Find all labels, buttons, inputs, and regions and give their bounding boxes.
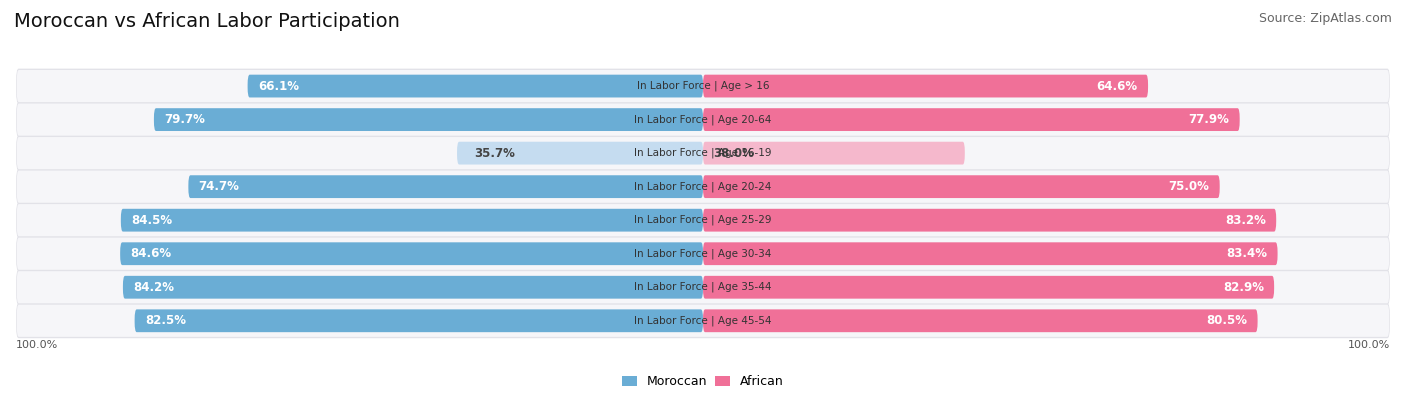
Text: 80.5%: 80.5%	[1206, 314, 1247, 327]
FancyBboxPatch shape	[703, 242, 1278, 265]
FancyBboxPatch shape	[703, 309, 1257, 332]
FancyBboxPatch shape	[17, 305, 1389, 337]
FancyBboxPatch shape	[121, 209, 703, 231]
FancyBboxPatch shape	[703, 108, 1240, 131]
FancyBboxPatch shape	[122, 276, 703, 299]
Text: 100.0%: 100.0%	[15, 340, 59, 350]
Text: 84.2%: 84.2%	[134, 281, 174, 294]
FancyBboxPatch shape	[17, 271, 1389, 303]
Text: 35.7%: 35.7%	[474, 147, 515, 160]
FancyBboxPatch shape	[153, 108, 703, 131]
Text: 75.0%: 75.0%	[1168, 180, 1209, 193]
FancyBboxPatch shape	[15, 136, 1391, 171]
Text: 66.1%: 66.1%	[257, 79, 299, 92]
FancyBboxPatch shape	[17, 70, 1389, 102]
Text: In Labor Force | Age 30-34: In Labor Force | Age 30-34	[634, 248, 772, 259]
Text: In Labor Force | Age 20-64: In Labor Force | Age 20-64	[634, 114, 772, 125]
FancyBboxPatch shape	[703, 142, 965, 165]
Text: Moroccan vs African Labor Participation: Moroccan vs African Labor Participation	[14, 12, 399, 31]
FancyBboxPatch shape	[120, 242, 703, 265]
Text: 74.7%: 74.7%	[198, 180, 239, 193]
Text: 82.5%: 82.5%	[145, 314, 186, 327]
FancyBboxPatch shape	[15, 102, 1391, 137]
Text: In Labor Force | Age 25-29: In Labor Force | Age 25-29	[634, 215, 772, 226]
Text: 84.5%: 84.5%	[131, 214, 173, 227]
Text: 82.9%: 82.9%	[1223, 281, 1264, 294]
FancyBboxPatch shape	[135, 309, 703, 332]
FancyBboxPatch shape	[17, 238, 1389, 270]
FancyBboxPatch shape	[15, 169, 1391, 204]
FancyBboxPatch shape	[15, 270, 1391, 305]
FancyBboxPatch shape	[17, 171, 1389, 203]
FancyBboxPatch shape	[15, 203, 1391, 238]
FancyBboxPatch shape	[703, 276, 1274, 299]
FancyBboxPatch shape	[15, 236, 1391, 271]
Text: In Labor Force | Age 35-44: In Labor Force | Age 35-44	[634, 282, 772, 293]
Text: In Labor Force | Age 16-19: In Labor Force | Age 16-19	[634, 148, 772, 158]
FancyBboxPatch shape	[703, 209, 1277, 231]
FancyBboxPatch shape	[17, 103, 1389, 136]
FancyBboxPatch shape	[17, 137, 1389, 169]
Text: 38.0%: 38.0%	[713, 147, 754, 160]
Text: 83.4%: 83.4%	[1226, 247, 1267, 260]
Text: 79.7%: 79.7%	[165, 113, 205, 126]
Text: In Labor Force | Age 45-54: In Labor Force | Age 45-54	[634, 316, 772, 326]
Text: 84.6%: 84.6%	[131, 247, 172, 260]
Text: 64.6%: 64.6%	[1097, 79, 1137, 92]
Text: Source: ZipAtlas.com: Source: ZipAtlas.com	[1258, 12, 1392, 25]
Legend: Moroccan, African: Moroccan, African	[617, 370, 789, 393]
FancyBboxPatch shape	[457, 142, 703, 165]
FancyBboxPatch shape	[15, 69, 1391, 103]
Text: 77.9%: 77.9%	[1188, 113, 1229, 126]
FancyBboxPatch shape	[15, 303, 1391, 338]
FancyBboxPatch shape	[188, 175, 703, 198]
FancyBboxPatch shape	[17, 204, 1389, 236]
Text: In Labor Force | Age 20-24: In Labor Force | Age 20-24	[634, 181, 772, 192]
Text: 100.0%: 100.0%	[1347, 340, 1391, 350]
FancyBboxPatch shape	[703, 75, 1149, 98]
Text: 83.2%: 83.2%	[1225, 214, 1265, 227]
FancyBboxPatch shape	[703, 175, 1220, 198]
Text: In Labor Force | Age > 16: In Labor Force | Age > 16	[637, 81, 769, 91]
FancyBboxPatch shape	[247, 75, 703, 98]
